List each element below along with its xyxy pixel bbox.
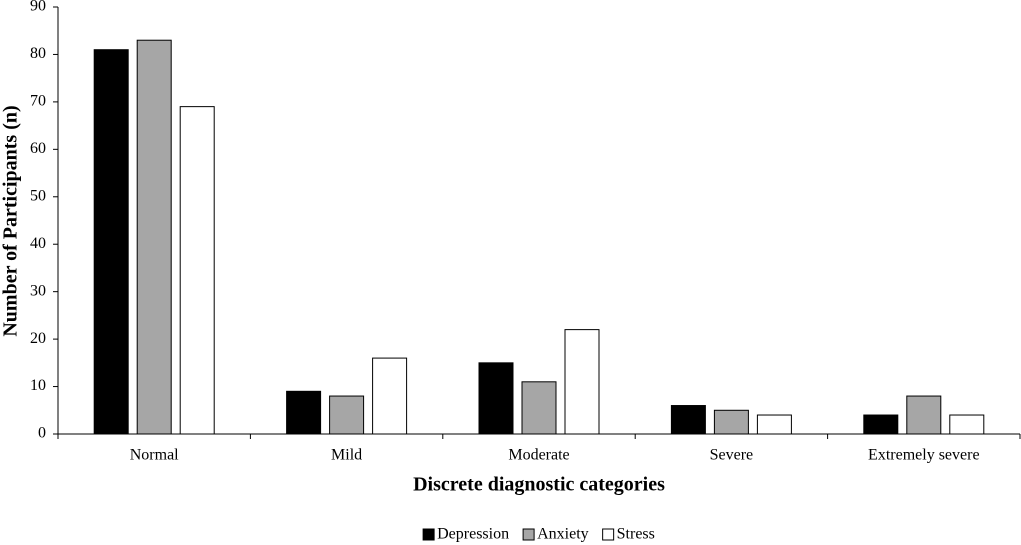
y-tick-label: 70 <box>30 93 46 110</box>
bar <box>521 381 557 435</box>
y-tick-label: 30 <box>30 282 46 299</box>
legend-label: Depression <box>437 526 509 543</box>
x-tick-label: Normal <box>130 447 179 464</box>
bar <box>863 414 899 435</box>
y-tick-label: 80 <box>30 45 46 62</box>
y-tick-label: 40 <box>30 235 46 252</box>
bar <box>329 395 365 435</box>
bar <box>756 414 792 435</box>
bar <box>564 329 600 435</box>
x-tick-label: Severe <box>710 447 754 464</box>
bar <box>670 405 706 435</box>
bar <box>179 106 215 435</box>
y-tick-label: 0 <box>38 425 46 442</box>
legend-swatch <box>522 528 535 541</box>
bar <box>93 49 129 435</box>
bar <box>136 39 172 435</box>
y-tick-label: 20 <box>30 330 46 347</box>
legend-label: Stress <box>617 526 655 543</box>
bar <box>906 395 942 435</box>
bar <box>372 357 408 435</box>
bar <box>949 414 985 435</box>
bar <box>286 390 322 435</box>
legend-swatch <box>602 528 615 541</box>
y-axis-title: Number of Participants (n) <box>0 105 22 336</box>
y-tick-label: 60 <box>30 140 46 157</box>
bar <box>478 362 514 435</box>
bar <box>713 409 749 435</box>
x-tick-label: Moderate <box>508 447 569 464</box>
legend-swatch <box>422 528 435 541</box>
x-axis-title: Discrete diagnostic categories <box>413 474 665 496</box>
y-tick-label: 10 <box>30 377 46 394</box>
x-tick-label: Extremely severe <box>868 447 980 464</box>
legend-label: Anxiety <box>537 526 589 543</box>
x-tick-label: Mild <box>331 447 362 464</box>
y-tick-label: 90 <box>30 0 46 15</box>
y-tick-label: 50 <box>30 187 46 204</box>
